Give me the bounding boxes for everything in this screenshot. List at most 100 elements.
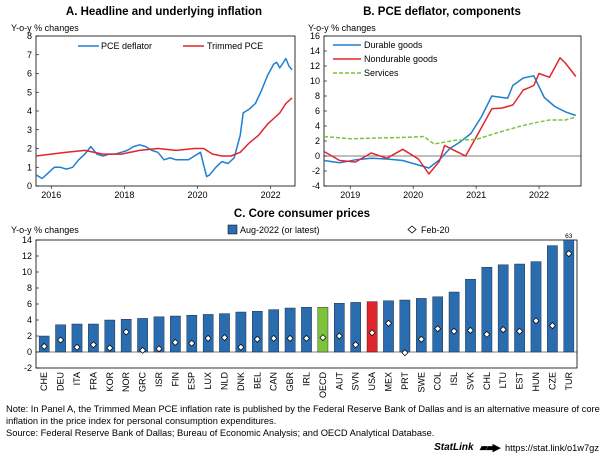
marker-feb-20-fin (171, 338, 179, 346)
statlink-logo: StatLink (434, 442, 474, 453)
x-tick-label-kor: KOR (105, 372, 115, 392)
x-tick-label: 2016 (41, 190, 61, 200)
marker-feb-20-aut (335, 332, 343, 340)
bar-esp (186, 315, 198, 353)
panel-b-title: B. PCE deflator, components (363, 6, 521, 18)
statlink-arrow-icon: ▰▰▶ (479, 442, 501, 454)
panel-a-ylabel: Y-o-y % changes (11, 23, 79, 33)
bar-nor (120, 319, 132, 353)
x-tick-label-chl: CHL (482, 372, 492, 390)
panel-a-title: A. Headline and underlying inflation (66, 6, 262, 18)
y-tick-label: -2 (24, 363, 32, 373)
legend-swatch-aug-2022 (227, 224, 238, 235)
marker-feb-20-can (270, 334, 278, 342)
y-tick-label: 16 (310, 31, 320, 41)
x-tick-label-gbr: GBR (285, 372, 295, 392)
legend-label-aug-2022: Aug-2022 (or latest) (240, 225, 320, 235)
legend-label-trimmed-pce: Trimmed PCE (207, 41, 263, 51)
legend-label-feb-20: Feb-20 (421, 225, 450, 235)
panel-a-legend: PCE deflator Trimmed PCE (78, 41, 263, 51)
x-tick-label: 2019 (340, 190, 360, 200)
y-tick-label: 6 (315, 106, 320, 116)
marker-feb-20-oecd (319, 334, 327, 342)
bar-dnk (235, 311, 247, 353)
series-line-nondurable-goods (323, 57, 577, 175)
marker-feb-20-grc (139, 346, 147, 354)
series-line-pce-deflator (35, 57, 293, 180)
x-tick-label-swe: SWE (416, 372, 426, 393)
y-tick-label: 6 (27, 69, 32, 79)
bar-irl (301, 307, 312, 353)
series-line-durable-goods (323, 75, 577, 169)
x-tick-label-dnk: DNK (236, 372, 246, 391)
marker-feb-20-nor (122, 328, 130, 336)
bar-can (268, 309, 280, 353)
x-tick-label-est: EST (515, 372, 525, 390)
panel-a-chart: A. Headline and underlying inflation Y-o… (11, 6, 296, 200)
statlink-url[interactable]: https://stat.link/o1w7gz (504, 442, 599, 453)
x-tick-label-che: CHE (39, 372, 49, 391)
marker-feb-20-mex (385, 319, 392, 327)
panel-b-frame (323, 35, 582, 187)
bar-ita (71, 323, 83, 353)
x-tick-label-nld: NLD (220, 372, 230, 391)
x-tick-label-isr: ISR (154, 372, 164, 388)
marker-feb-20-fra (89, 341, 97, 349)
bar-svk (465, 279, 476, 353)
panel-c-ylabel: Y-o-y % changes (11, 225, 79, 235)
note-text: Note: In Panel A, the Trimmed Mean PCE i… (6, 404, 600, 426)
bar-bel (251, 311, 263, 353)
y-tick-label: 4 (27, 106, 32, 116)
bar-svn (350, 302, 362, 353)
marker-feb-20-col (434, 325, 442, 333)
x-tick-label-lux: LUX (203, 372, 213, 390)
x-tick-label-esp: ESP (187, 372, 197, 390)
x-tick-label-deu: DEU (56, 372, 66, 391)
panel-b-x-axis: 2019 2020 2021 2022 (340, 186, 549, 200)
marker-feb-20-isl (450, 327, 458, 335)
marker-feb-20-bel (253, 335, 261, 343)
marker-feb-20-dnk (237, 343, 245, 351)
x-tick-label-fra: FRA (88, 372, 98, 390)
y-tick-label: 12 (310, 61, 320, 71)
y-tick-label: 4 (315, 121, 320, 131)
panel-a-series (35, 57, 293, 180)
marker-feb-20-irl (303, 334, 310, 342)
x-tick-label-ita: ITA (72, 372, 82, 385)
notes-block: Note: In Panel A, the Trimmed Mean PCE i… (6, 403, 601, 439)
y-tick-label: 12 (22, 251, 32, 261)
x-tick-label-can: CAN (269, 372, 279, 391)
y-tick-label: 0 (315, 151, 320, 161)
bar-chl (481, 267, 493, 353)
legend-label-durable-goods: Durable goods (364, 40, 423, 50)
bar-fra (88, 323, 99, 353)
x-tick-label-grc: GRC (138, 372, 148, 393)
y-tick-label: 0 (27, 181, 32, 191)
panel-c-title: C. Core consumer prices (234, 208, 370, 220)
marker-feb-20-svn (352, 341, 360, 349)
statlink[interactable]: StatLink ▰▰▶ https://stat.link/o1w7gz (434, 441, 599, 454)
x-tick-label: 2018 (114, 190, 134, 200)
panel-c-x-axis: CHE DEU ITA FRA KOR NOR GRC ISR FIN ESP LUX NLD DNK B… (39, 233, 574, 398)
y-tick-label: 2 (27, 331, 32, 341)
marker-feb-20-usa (368, 329, 376, 337)
marker-feb-20-tur (565, 250, 573, 258)
series-line-services (323, 116, 577, 145)
bar-prt (399, 299, 411, 353)
y-tick-label: 10 (310, 76, 320, 86)
marker-feb-20-ltu (499, 326, 507, 334)
marker-feb-20-gbr (286, 334, 294, 342)
annotation-tur: 63 (565, 233, 573, 240)
x-tick-label-tur: TUR (564, 372, 574, 391)
x-tick-label-bel: BEL (252, 372, 262, 389)
marker-feb-20-hun (532, 317, 540, 325)
bar-aut (334, 303, 345, 353)
bar-swe (416, 298, 427, 353)
bar-lux (202, 314, 214, 353)
x-tick-label: 2020 (187, 190, 207, 200)
marker-feb-20-svk (466, 326, 474, 334)
marker-feb-20-lux (204, 334, 212, 342)
x-tick-label: 2021 (466, 190, 486, 200)
x-tick-label-hun: HUN (531, 372, 541, 392)
source-text: Source: Federal Reserve Bank of Dallas; … (6, 428, 435, 438)
